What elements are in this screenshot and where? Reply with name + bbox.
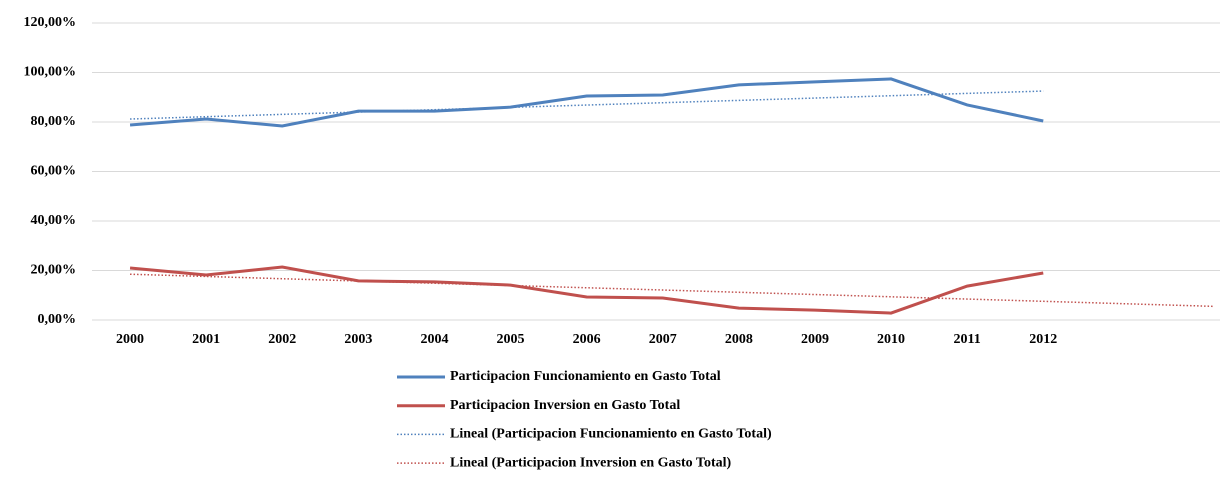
x-tick-label: 2011 [954,332,981,347]
x-tick-label: 2001 [192,332,220,347]
series-line [129,265,1044,315]
trend-line [130,273,1215,308]
legend-label: Lineal (Participacion Funcionamiento en … [450,427,772,442]
y-tick-label: 120,00% [24,15,77,30]
legend-label: Lineal (Participacion Inversion en Gasto… [450,455,732,470]
series-line [129,77,1044,128]
y-tick-label: 20,00% [31,263,77,278]
x-tick-label: 2012 [1029,332,1057,347]
x-tick-label: 2010 [877,332,905,347]
x-tick-label: 2006 [573,332,601,347]
x-tick-label: 2008 [725,332,753,347]
x-tick-label: 2005 [497,332,525,347]
y-tick-label: 40,00% [31,213,77,228]
x-tick-label: 2004 [420,332,448,347]
x-tick-label: 2000 [116,332,144,347]
legend-label: Participacion Inversion en Gasto Total [450,398,680,413]
x-tick-label: 2002 [268,332,296,347]
legend-label: Participacion Funcionamiento en Gasto To… [450,369,721,384]
y-tick-label: 0,00% [38,312,77,327]
y-tick-label: 60,00% [31,164,77,179]
y-tick-label: 100,00% [24,65,77,80]
x-tick-label: 2007 [649,332,677,347]
x-tick-label: 2003 [344,332,372,347]
y-tick-label: 80,00% [31,114,77,129]
x-tick-label: 2009 [801,332,829,347]
